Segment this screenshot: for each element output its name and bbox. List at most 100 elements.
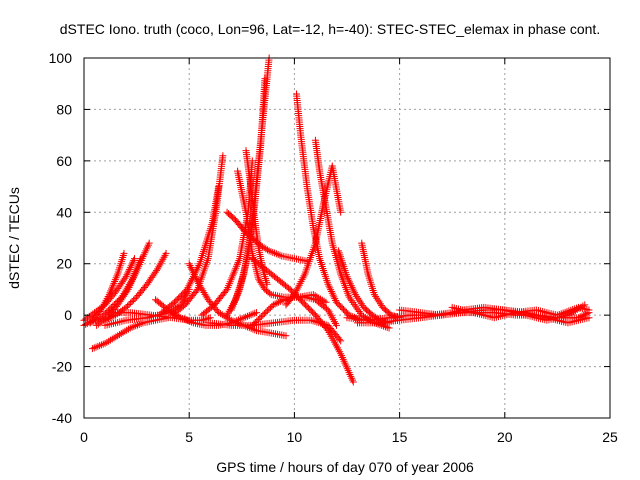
data-point xyxy=(329,291,337,299)
data-point xyxy=(356,309,364,317)
data-point xyxy=(128,298,136,306)
data-point xyxy=(92,307,100,315)
data-point xyxy=(343,273,351,281)
data-point xyxy=(173,312,181,320)
data-point xyxy=(234,316,242,324)
data-point xyxy=(125,265,133,273)
y-tick-label: 40 xyxy=(56,204,72,220)
series-9 xyxy=(168,152,227,319)
data-point xyxy=(120,249,128,257)
data-point xyxy=(124,302,132,310)
y-tick-label: -20 xyxy=(52,359,72,375)
y-tick-label: 60 xyxy=(56,153,72,169)
data-point xyxy=(345,293,353,301)
data-point xyxy=(276,297,284,305)
data-point xyxy=(94,306,102,314)
data-point xyxy=(215,309,223,317)
data-point xyxy=(99,340,107,348)
data-point xyxy=(177,314,185,322)
data-point xyxy=(266,289,274,297)
data-point xyxy=(192,287,200,295)
data-point xyxy=(145,239,153,247)
data-point xyxy=(90,344,98,352)
series-1 xyxy=(80,255,138,324)
data-point xyxy=(188,265,196,273)
data-point xyxy=(282,332,290,340)
data-point xyxy=(117,330,125,338)
data-point xyxy=(238,314,246,322)
data-point xyxy=(123,326,131,334)
data-point xyxy=(263,307,271,315)
data-point xyxy=(112,333,120,341)
data-point xyxy=(348,283,356,291)
data-point xyxy=(348,297,356,305)
data-point xyxy=(355,308,363,316)
data-point xyxy=(203,315,211,323)
data-point xyxy=(233,317,241,325)
x-axis-label: GPS time / hours of day 070 of year 2006 xyxy=(216,459,474,475)
data-point xyxy=(121,327,129,335)
data-point xyxy=(98,303,106,311)
data-point xyxy=(96,319,104,327)
data-point xyxy=(186,262,194,270)
ticks: 0 5 10 15 20 25 -40 -20 0 20 40 60 80 100 xyxy=(49,50,618,445)
data-point xyxy=(180,315,188,323)
y-tick-label: -40 xyxy=(52,410,72,426)
data-point xyxy=(184,317,192,325)
data-point xyxy=(119,328,127,336)
data-point xyxy=(249,325,257,333)
data-point xyxy=(123,271,131,279)
data-point xyxy=(103,338,111,346)
data-point xyxy=(261,273,269,281)
data-point xyxy=(85,312,93,320)
data-point xyxy=(259,311,267,319)
data-point xyxy=(164,306,172,314)
data-point xyxy=(349,285,357,293)
data-point xyxy=(351,313,359,321)
data-point xyxy=(261,75,269,83)
data-point xyxy=(92,343,100,351)
data-point xyxy=(322,298,330,306)
data-point xyxy=(245,312,253,320)
chart-title: dSTEC Iono. truth (coco, Lon=96, Lat=-12… xyxy=(60,21,600,37)
data-point xyxy=(105,337,113,345)
data-point xyxy=(351,289,359,297)
y-tick-label: 0 xyxy=(64,307,72,323)
data-point xyxy=(269,248,277,256)
data-point xyxy=(344,274,352,282)
data-point xyxy=(262,308,270,316)
data-point xyxy=(256,314,264,322)
data-point xyxy=(162,249,170,257)
data-point xyxy=(276,251,284,259)
x-tick-label: 5 xyxy=(185,429,193,445)
data-point xyxy=(354,306,362,314)
data-point xyxy=(335,335,343,343)
data-point xyxy=(242,313,250,321)
data-point xyxy=(201,290,209,298)
series-23 xyxy=(248,293,340,329)
data-point xyxy=(127,262,135,270)
data-point xyxy=(189,267,197,275)
data-point xyxy=(253,309,261,317)
data-point xyxy=(229,318,237,326)
data-point xyxy=(130,296,138,304)
data-point xyxy=(349,378,357,386)
data-point xyxy=(271,300,279,308)
data-point xyxy=(337,337,345,345)
data-point xyxy=(187,263,195,271)
data-point xyxy=(320,297,328,305)
data-point xyxy=(581,310,589,318)
data-point xyxy=(190,271,198,279)
data-point xyxy=(346,295,354,303)
data-point xyxy=(350,300,358,308)
data-point xyxy=(134,321,142,329)
x-tick-label: 25 xyxy=(602,429,618,445)
data-point xyxy=(124,269,132,277)
data-point xyxy=(125,300,133,308)
data-point xyxy=(88,345,96,353)
data-point xyxy=(88,318,96,326)
data-point xyxy=(311,317,319,325)
data-point xyxy=(170,309,178,317)
data-point xyxy=(332,321,340,329)
data-point xyxy=(130,255,138,263)
